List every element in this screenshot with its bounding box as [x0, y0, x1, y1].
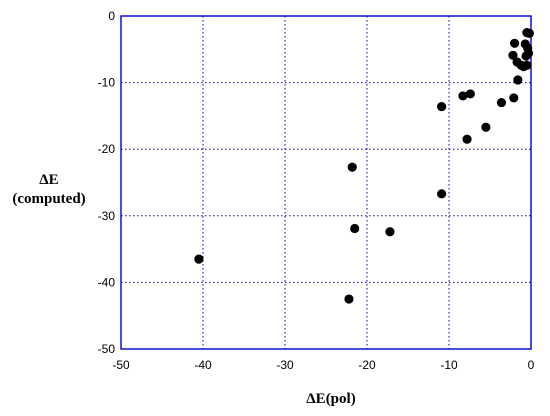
x-axis-title: ΔE(pol) [306, 391, 355, 407]
data-point [465, 89, 475, 99]
data-point [513, 75, 523, 85]
data-point [496, 97, 507, 108]
x-tick-label: -30 [276, 358, 294, 372]
data-point [522, 60, 532, 70]
x-tick-label: -50 [112, 358, 130, 372]
data-point [524, 28, 534, 38]
x-tick-labels: -50 -40 -30 -20 -10 0 [112, 358, 534, 372]
data-point [509, 38, 520, 48]
y-tick-labels: 0 -10 -20 -30 -40 -50 [98, 9, 116, 356]
data-point [347, 162, 357, 172]
data-point [437, 189, 447, 199]
y-axis-title-line-2: (computed) [12, 191, 85, 207]
y-tick-label: 0 [108, 9, 115, 23]
data-point [350, 223, 360, 234]
data-point [508, 50, 518, 60]
data-point [458, 91, 468, 101]
y-tick-label: -30 [98, 209, 116, 223]
data-point [194, 254, 204, 264]
grid-lines [121, 16, 531, 349]
data-point [344, 294, 354, 304]
y-tick-label: -10 [98, 76, 116, 90]
y-tick-label: -40 [98, 275, 116, 289]
data-point [523, 48, 534, 58]
x-tick-label: -20 [358, 358, 376, 372]
data-points [194, 28, 534, 304]
plot-frame [120, 15, 532, 350]
data-point [385, 227, 395, 237]
data-point [437, 101, 447, 112]
x-tick-label: 0 [528, 358, 535, 372]
x-tick-label: -10 [440, 358, 458, 372]
y-tick-label: -20 [98, 142, 116, 156]
y-axis-title-line-1: ΔE [39, 172, 58, 188]
y-tick-label: -50 [98, 342, 116, 356]
data-point [509, 93, 519, 103]
x-tick-label: -40 [194, 358, 212, 372]
data-point [481, 122, 491, 132]
data-point [462, 134, 472, 144]
